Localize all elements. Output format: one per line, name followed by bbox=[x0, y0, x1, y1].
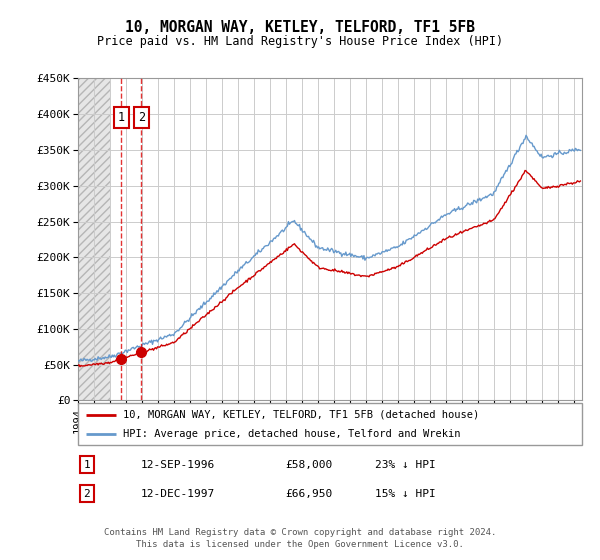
Text: 12-SEP-1996: 12-SEP-1996 bbox=[141, 460, 215, 470]
Text: £58,000: £58,000 bbox=[285, 460, 332, 470]
Text: 1: 1 bbox=[118, 111, 125, 124]
Text: 2: 2 bbox=[83, 489, 91, 499]
Text: 12-DEC-1997: 12-DEC-1997 bbox=[141, 489, 215, 499]
Text: Contains HM Land Registry data © Crown copyright and database right 2024.
This d: Contains HM Land Registry data © Crown c… bbox=[104, 528, 496, 549]
Text: HPI: Average price, detached house, Telford and Wrekin: HPI: Average price, detached house, Telf… bbox=[124, 429, 461, 439]
Text: 2: 2 bbox=[137, 111, 145, 124]
Text: Price paid vs. HM Land Registry's House Price Index (HPI): Price paid vs. HM Land Registry's House … bbox=[97, 35, 503, 48]
Bar bbox=[78, 78, 110, 400]
Text: 23% ↓ HPI: 23% ↓ HPI bbox=[375, 460, 436, 470]
Text: 10, MORGAN WAY, KETLEY, TELFORD, TF1 5FB: 10, MORGAN WAY, KETLEY, TELFORD, TF1 5FB bbox=[125, 20, 475, 35]
Text: £66,950: £66,950 bbox=[285, 489, 332, 499]
Text: 10, MORGAN WAY, KETLEY, TELFORD, TF1 5FB (detached house): 10, MORGAN WAY, KETLEY, TELFORD, TF1 5FB… bbox=[124, 409, 479, 419]
Text: 1: 1 bbox=[83, 460, 91, 470]
Text: 15% ↓ HPI: 15% ↓ HPI bbox=[375, 489, 436, 499]
